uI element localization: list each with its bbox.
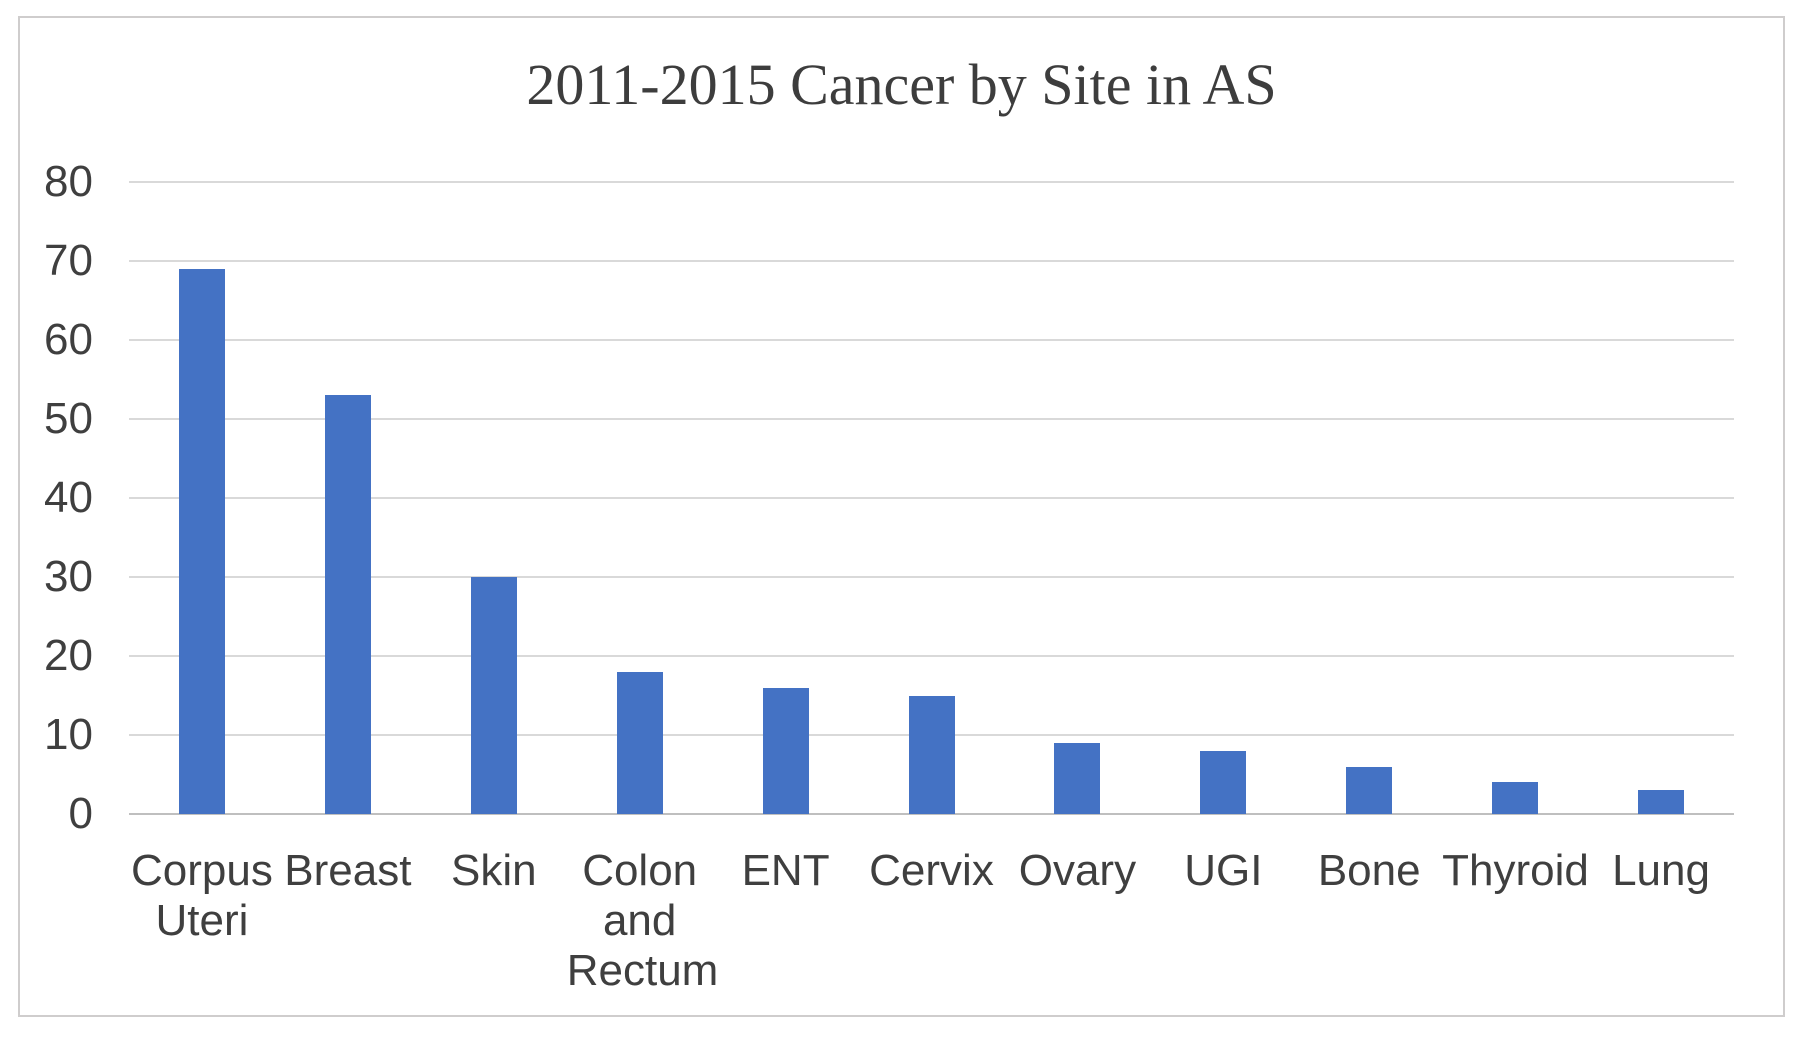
y-tick-label: 60 [44,315,93,364]
y-tick-label: 40 [44,473,93,522]
y-tick-label: 80 [44,157,93,206]
x-tick-label: Bone [1296,846,1442,896]
bar [616,671,663,814]
y-tick-label: 10 [44,710,93,759]
y-tick-label: 20 [44,631,93,680]
bar [1200,750,1247,814]
x-axis-line [129,813,1734,815]
x-tick-line: UGI [1184,846,1263,895]
bar [178,268,225,814]
x-tick-label: ENT [713,846,859,896]
x-tick-label: Corpus Uteri [129,846,275,946]
bar [1054,742,1101,814]
y-tick-label: 70 [44,236,93,285]
x-tick-line: Thyroid [1442,846,1589,895]
x-tick-label: Colon and Rectum [566,846,719,996]
gridline [129,260,1734,262]
gridline [129,576,1734,578]
y-tick-label: 50 [44,394,93,443]
x-tick-label: Skin [421,846,567,896]
x-tick-label: Lung [1588,846,1734,896]
gridline [129,497,1734,499]
plot-area: 80 70 60 50 40 30 20 10 0 Corpus Uteri Breast Skin Co… [44,157,1734,995]
bar [470,577,517,814]
x-tick-line: Breast [284,846,412,895]
x-tick-line: Corpus [131,846,273,895]
bar [762,687,809,814]
x-tick-line: Skin [450,846,537,895]
gridline [129,181,1734,183]
gridline [129,418,1734,420]
bar [1638,790,1685,814]
y-tick-label: 0 [68,789,93,838]
chart-title: 2011-2015 Cancer by Site in AS [526,52,1277,117]
gridline [129,339,1734,341]
x-tick-label: Thyroid [1442,846,1589,896]
x-tick-line: Ovary [1018,846,1137,895]
x-tick-line: Cervix [869,846,994,895]
bar [1492,782,1539,814]
gridline [129,655,1734,657]
x-tick-line: Lung [1612,846,1710,895]
x-tick-line: Colon [582,846,698,895]
x-tick-line: Rectum [566,946,719,995]
x-tick-line: Uteri [155,896,249,945]
x-tick-label: Breast [275,846,421,896]
bar [324,395,371,814]
bar [908,695,955,814]
bar [1346,766,1393,814]
x-tick-line: Bone [1317,846,1421,895]
x-tick-line: and [602,896,677,945]
x-tick-label: Ovary [1004,846,1150,896]
x-tick-line: ENT [741,846,830,895]
x-tick-label: Cervix [859,846,1005,896]
y-tick-label: 30 [44,552,93,601]
x-tick-label: UGI [1150,846,1296,896]
chart-frame: 2011-2015 Cancer by Site in AS 80 70 60 50 4… [18,16,1785,1017]
